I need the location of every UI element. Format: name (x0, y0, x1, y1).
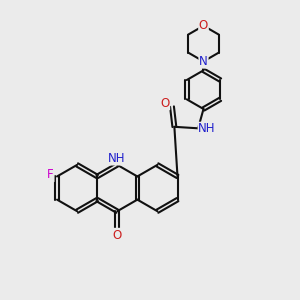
Text: O: O (199, 19, 208, 32)
Text: O: O (160, 97, 170, 110)
Text: NH: NH (108, 152, 125, 165)
Text: N: N (199, 55, 208, 68)
Text: NH: NH (198, 122, 216, 135)
Text: O: O (113, 229, 122, 242)
Text: F: F (47, 169, 54, 182)
